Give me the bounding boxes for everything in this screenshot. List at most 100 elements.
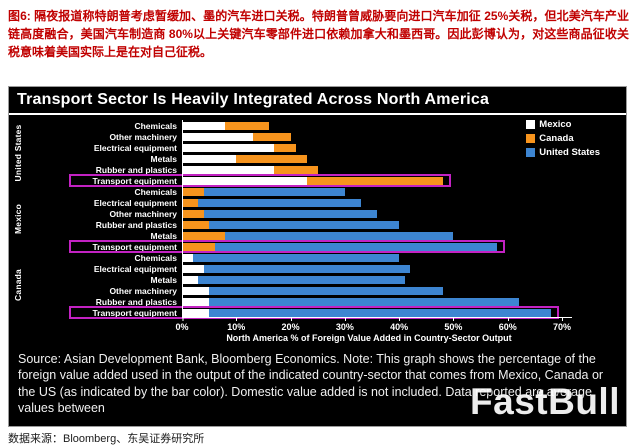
- bar-segment-mexico: [182, 176, 307, 185]
- x-tick-label: 0%: [175, 318, 189, 332]
- x-tick-label: 10%: [227, 318, 246, 332]
- bar-track: [182, 220, 562, 229]
- bar-segment-united-states: [209, 220, 400, 229]
- bar-track: [182, 198, 562, 207]
- bar-row: Chemicals: [27, 252, 626, 263]
- bar-segment-mexico: [182, 253, 193, 262]
- bar-group-mexico: Mexico Chemicals Electrical equipment Other…: [9, 186, 626, 253]
- bar-segment-mexico: [182, 143, 275, 152]
- bar-track: [182, 264, 562, 273]
- bar-track: [182, 187, 562, 196]
- legend: Mexico Canada United States: [526, 118, 600, 159]
- bar-segment-canada: [252, 132, 291, 141]
- bar-segment-mexico: [182, 308, 210, 317]
- bar-track: [182, 231, 562, 240]
- bar-row: Electrical equipment: [27, 142, 626, 153]
- watermark: FastBull: [470, 381, 620, 422]
- x-tick-label: 20%: [281, 318, 300, 332]
- bar-track: [182, 121, 562, 130]
- bar-row: Other machinery: [27, 285, 626, 296]
- bar-segment-canada: [274, 143, 296, 152]
- bar-segment-united-states: [203, 209, 378, 218]
- bar-segment-canada: [182, 198, 199, 207]
- x-tick-label: 50%: [444, 318, 463, 332]
- country-axis-label: United States: [13, 124, 23, 182]
- bar-segment-canada: [236, 154, 307, 163]
- bar-track: [182, 165, 562, 174]
- category-label: Other machinery: [109, 131, 177, 142]
- source-note: Source: Asian Development Bank, Bloomber…: [18, 352, 604, 415]
- bar-segment-mexico: [182, 154, 237, 163]
- bar-track: [182, 297, 562, 306]
- legend-swatch-united-states: [526, 148, 536, 157]
- x-tick-label: 30%: [335, 318, 354, 332]
- country-axis-label-col: Canada: [9, 252, 27, 318]
- bar-track: [182, 275, 562, 284]
- bar-track: [182, 176, 562, 185]
- bar-segment-canada: [274, 165, 318, 174]
- bar-row: Other machinery: [27, 208, 626, 219]
- bar-segment-canada: [182, 187, 204, 196]
- category-label: Other machinery: [109, 285, 177, 296]
- bar-segment-canada: [306, 176, 443, 185]
- bar-segment-canada: [182, 231, 226, 240]
- bar-row: Rubber and plastics: [27, 296, 626, 307]
- bar-row: Transport equipment: [27, 174, 626, 187]
- plot-area: United States Chemicals Other machinery Ele…: [9, 118, 626, 319]
- bar-segment-canada: [182, 242, 215, 251]
- bar-rows: Chemicals Electrical equipment Metals Other…: [27, 252, 626, 319]
- chart-title: Transport Sector Is Heavily Integrated A…: [9, 87, 626, 115]
- category-label: Rubber and plastics: [95, 164, 177, 175]
- category-label: Metals: [150, 274, 177, 285]
- bar-group-canada: Canada Chemicals Electrical equipment Metal…: [9, 252, 626, 319]
- bar-segment-united-states: [203, 187, 345, 196]
- category-label: Other machinery: [109, 208, 177, 219]
- bar-track: [182, 154, 562, 163]
- x-tick-label: 70%: [552, 318, 572, 332]
- bar-row: Metals: [27, 230, 626, 241]
- bar-segment-mexico: [182, 275, 199, 284]
- bar-track: [182, 308, 562, 317]
- legend-label: Mexico: [539, 119, 572, 130]
- country-axis-label-col: United States: [9, 120, 27, 186]
- bar-rows: Chemicals Electrical equipment Other machi…: [27, 186, 626, 253]
- category-label: Rubber and plastics: [95, 219, 177, 230]
- bar-row: Metals: [27, 153, 626, 164]
- bar-row: Rubber and plastics: [27, 219, 626, 230]
- category-label: Metals: [150, 153, 177, 164]
- x-axis-line: [182, 317, 572, 318]
- bar-segment-united-states: [203, 264, 410, 273]
- legend-swatch-canada: [526, 134, 536, 143]
- bar-segment-mexico: [182, 165, 275, 174]
- bar-row: Electrical equipment: [27, 197, 626, 208]
- bar-row: Transport equipment: [27, 240, 626, 253]
- figure-caption: 图6: 隔夜报道称特朗普考虑暂缓加、墨的汽车进口关税。特朗普曾威胁要向进口汽车加…: [8, 9, 629, 59]
- bar-segment-united-states: [198, 198, 362, 207]
- legend-item: United States: [526, 146, 600, 159]
- category-label: Transport equipment: [92, 307, 177, 318]
- bar-segment-canada: [225, 121, 269, 130]
- category-label: Electrical equipment: [93, 263, 177, 274]
- category-label: Chemicals: [134, 252, 177, 263]
- x-tick-label: 60%: [498, 318, 517, 332]
- bar-row: Metals: [27, 274, 626, 285]
- bar-track: [182, 209, 562, 218]
- bar-row: Chemicals: [27, 120, 626, 131]
- chart-panel: Transport Sector Is Heavily Integrated A…: [8, 86, 627, 427]
- category-label: Chemicals: [134, 120, 177, 131]
- bar-segment-mexico: [182, 286, 210, 295]
- bar-segment-mexico: [182, 121, 226, 130]
- bar-track: [182, 242, 562, 251]
- category-label: Transport equipment: [92, 241, 177, 252]
- category-label: Rubber and plastics: [95, 296, 177, 307]
- category-label: Metals: [150, 230, 177, 241]
- y-axis-line: [182, 120, 183, 318]
- category-label: Transport equipment: [92, 175, 177, 186]
- country-axis-label: Mexico: [13, 203, 23, 235]
- bar-row: Rubber and plastics: [27, 164, 626, 175]
- x-tick-label: 40%: [390, 318, 409, 332]
- bar-segment-canada: [182, 209, 204, 218]
- legend-swatch-mexico: [526, 120, 536, 129]
- legend-label: Canada: [539, 133, 574, 144]
- bar-row: Chemicals: [27, 186, 626, 197]
